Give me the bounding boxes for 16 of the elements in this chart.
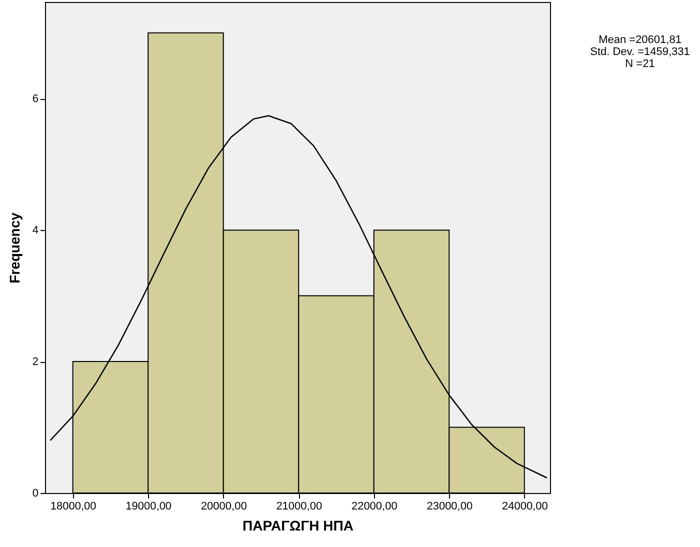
y-tick-label: 6	[32, 93, 38, 106]
text: Mean =20601,81	[598, 34, 682, 46]
y-tick-label: 4	[32, 224, 38, 237]
x-tick-label: 24000,00	[502, 500, 548, 512]
x-axis-title: ΠΑΡΑΓΩΓΗ ΗΠΑ	[242, 518, 354, 534]
y-axis-title: Frequency	[6, 212, 22, 284]
x-tick-label: 21000,00	[276, 500, 322, 512]
x-tick-label: 22000,00	[351, 500, 398, 512]
text: Std. Dev. =1459,331	[590, 46, 690, 58]
x-tick-label: 20000,00	[200, 500, 247, 512]
x-tick-label: 19000,00	[126, 500, 172, 512]
x-tick-label: 18000,00	[50, 500, 96, 512]
y-tick-label: 2	[32, 356, 38, 368]
text: N =21	[625, 58, 655, 70]
y-tick-label: 0	[32, 488, 38, 500]
x-tick-label: 23000,00	[426, 500, 473, 512]
